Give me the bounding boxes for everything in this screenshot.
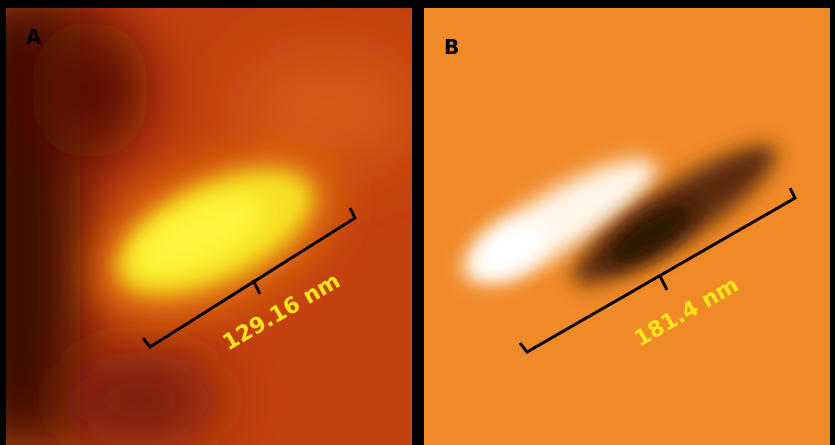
panel-label: B	[444, 35, 459, 59]
panel-b-image	[424, 8, 830, 445]
panel-a-image	[0, 0, 420, 445]
panel-label: A	[26, 25, 42, 49]
figure: A B 129.16 nm 181.4 nm	[0, 0, 835, 445]
